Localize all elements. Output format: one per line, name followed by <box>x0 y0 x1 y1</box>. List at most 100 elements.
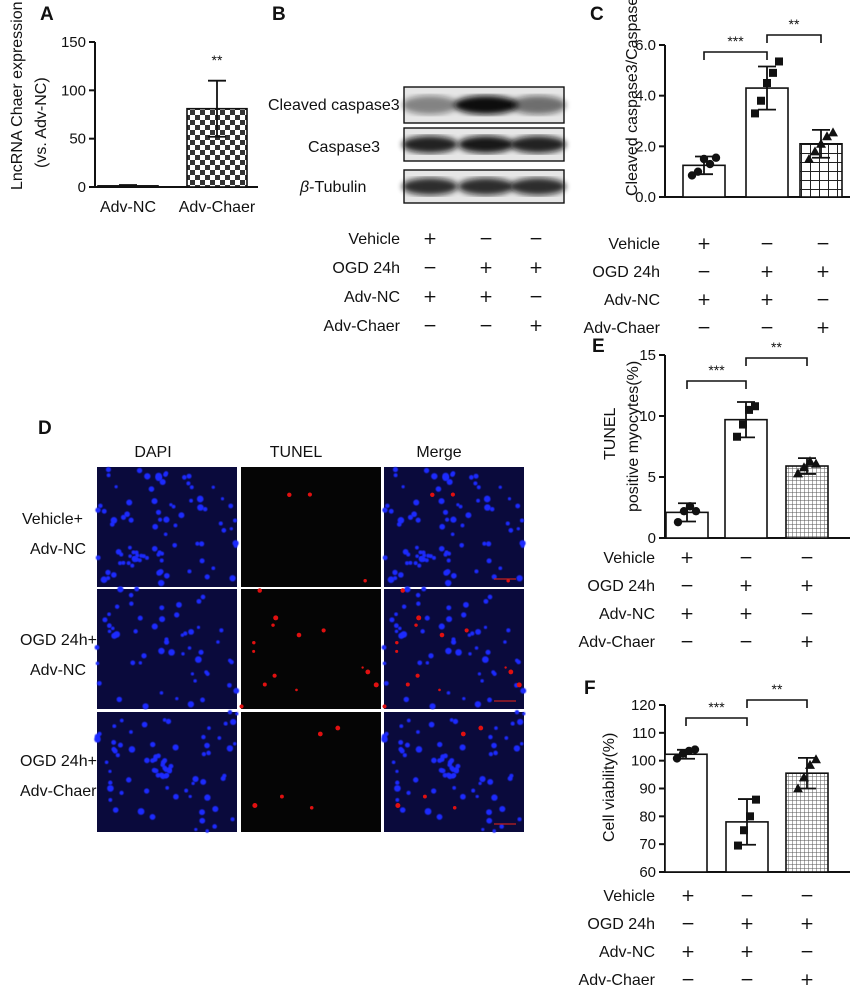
tunel-spot <box>271 623 275 627</box>
chart-f-conditions: Vehicle + − − OGD 24h − + + Adv-NC + + − Adv-Chaer − −… <box>579 886 815 990</box>
condition-symbol: − <box>680 632 694 652</box>
dapi-nucleus <box>172 744 179 751</box>
dapi-nucleus <box>438 545 445 552</box>
condition-symbol: − <box>681 970 695 990</box>
dapi-nucleus <box>175 697 179 701</box>
dapi-nucleus <box>503 640 507 644</box>
micro-panel <box>241 712 381 832</box>
dapi-nucleus <box>520 742 524 746</box>
dapi-nucleus <box>162 718 167 722</box>
dapi-nucleus <box>483 495 491 503</box>
tunel-spot <box>309 806 314 810</box>
y-tick-label: 6.0 <box>635 37 656 54</box>
condition-symbol: + <box>681 886 695 906</box>
condition-symbol: + <box>739 576 753 596</box>
bar <box>664 753 708 873</box>
dapi-nucleus <box>477 672 482 676</box>
condition-label: Adv-Chaer <box>579 634 656 651</box>
tunel-spot <box>516 682 522 688</box>
dapi-nucleus <box>393 473 398 478</box>
micro-row-label: Vehicle+ <box>22 511 83 528</box>
dapi-nucleus <box>113 631 121 638</box>
condition-label: Adv-Chaer <box>324 318 401 335</box>
dapi-nucleus <box>483 625 488 630</box>
dapi-nucleus <box>120 514 127 520</box>
dapi-nucleus <box>219 628 224 633</box>
dapi-nucleus <box>474 569 479 574</box>
dapi-nucleus <box>418 550 423 555</box>
dapi-nucleus <box>134 586 140 592</box>
dapi-nucleus <box>397 626 402 631</box>
dapi-nucleus <box>204 574 210 580</box>
y-tick-label: 100 <box>61 82 86 99</box>
dapi-nucleus <box>404 742 410 748</box>
dapi-nucleus <box>126 499 133 506</box>
dapi-nucleus <box>163 516 170 523</box>
condition-symbol: − <box>680 576 694 596</box>
dapi-nucleus <box>168 649 175 656</box>
dapi-nucleus <box>141 554 146 559</box>
dapi-nucleus <box>126 777 132 783</box>
dapi-nucleus <box>106 576 111 581</box>
dapi-nucleus <box>443 569 450 576</box>
dapi-nucleus <box>431 788 437 794</box>
dapi-nucleus <box>227 710 233 715</box>
dapi-nucleus <box>486 817 493 824</box>
dapi-nucleus <box>173 793 179 800</box>
dapi-nucleus <box>473 481 478 486</box>
blot-conditions: Vehicle + − − OGD 24h − + + Adv-NC + + − Adv-Chaer − −… <box>324 229 544 336</box>
dapi-nucleus <box>155 772 161 778</box>
data-point <box>763 79 771 87</box>
dapi-nucleus <box>473 473 479 479</box>
dapi-nucleus <box>401 604 407 609</box>
dapi-nucleus <box>196 495 204 503</box>
dapi-nucleus <box>211 485 215 489</box>
dapi-nucleus <box>522 712 526 716</box>
dapi-nucleus <box>387 576 395 584</box>
dapi-nucleus <box>196 625 201 630</box>
condition-symbol: − <box>760 318 774 338</box>
tunel-spot <box>478 725 484 731</box>
y-tick-label: 15 <box>639 347 656 364</box>
data-point <box>793 468 803 478</box>
tunel-spot <box>382 704 387 709</box>
micro-panel <box>97 467 237 587</box>
chart-e-conditions: Vehicle + − − OGD 24h − + + Adv-NC + + − Adv-Chaer − −… <box>579 548 815 652</box>
dapi-nucleus <box>395 798 400 802</box>
dapi-nucleus <box>423 467 430 474</box>
dapi-nucleus <box>95 507 101 513</box>
dapi-nucleus <box>445 517 450 522</box>
dapi-nucleus <box>137 558 142 563</box>
data-point <box>699 154 709 164</box>
dapi-nucleus <box>105 466 112 473</box>
dapi-nucleus <box>424 615 430 621</box>
data-point <box>740 826 748 835</box>
dapi-nucleus <box>446 478 453 486</box>
bar <box>724 418 768 539</box>
condition-symbol: + <box>760 290 774 310</box>
dapi-nucleus <box>396 522 402 527</box>
dapi-nucleus <box>381 645 387 650</box>
condition-symbol: + <box>680 604 694 624</box>
condition-symbol: + <box>760 262 774 282</box>
dapi-nucleus <box>111 739 117 745</box>
tunel-spot <box>321 628 326 633</box>
dapi-nucleus <box>442 772 448 778</box>
condition-symbol: − <box>529 229 543 249</box>
tunel-spot <box>460 731 466 737</box>
dapi-nucleus <box>491 574 497 580</box>
dapi-nucleus <box>451 572 457 579</box>
dapi-nucleus <box>106 473 111 478</box>
dapi-nucleus <box>195 541 200 546</box>
dapi-nucleus <box>200 594 206 600</box>
condition-symbol: + <box>697 290 711 310</box>
tunel-spot <box>335 725 341 731</box>
dapi-nucleus <box>193 679 197 683</box>
condition-symbol: + <box>800 970 814 990</box>
dapi-nucleus <box>385 503 390 509</box>
tunel-spot <box>295 688 298 692</box>
x-category-label: Adv-Chaer <box>179 199 256 216</box>
dapi-nucleus <box>124 511 130 518</box>
dapi-nucleus <box>156 569 163 576</box>
dapi-nucleus <box>420 629 425 634</box>
